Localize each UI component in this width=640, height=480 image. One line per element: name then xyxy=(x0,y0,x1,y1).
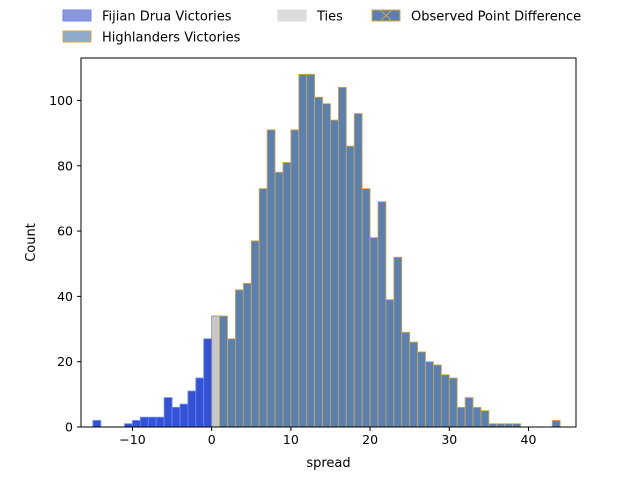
fijian-bar xyxy=(132,420,141,428)
highlanders-bar xyxy=(298,73,308,428)
highlanders-bar xyxy=(330,119,339,428)
legend-item-ties: Ties xyxy=(277,9,343,25)
x-tick-label: −10 xyxy=(119,432,145,447)
highlanders-bar xyxy=(337,86,347,428)
x-axis-label: spread xyxy=(306,456,350,471)
highlanders-bar xyxy=(274,171,284,428)
highlanders-bar xyxy=(314,96,323,428)
fijian-bar xyxy=(163,397,173,428)
highlanders-bar xyxy=(385,299,395,428)
legend-label-ties: Ties xyxy=(316,10,343,25)
legend-label-highlanders: Highlanders Victories xyxy=(102,31,241,46)
fijian-bar xyxy=(171,407,181,428)
legend: Fijian Drua Victories Ties Observed Point … xyxy=(62,9,581,46)
highlanders-bar xyxy=(448,377,458,428)
plot-frame xyxy=(80,57,577,428)
highlanders-bar xyxy=(377,201,387,428)
highlanders-bar xyxy=(361,188,371,428)
fijian-bar xyxy=(92,420,102,428)
highlanders-bar xyxy=(266,129,276,428)
legend-label-fijian: Fijian Drua Victories xyxy=(102,10,232,25)
legend-marker-cross xyxy=(380,10,392,21)
highlanders-bar xyxy=(235,289,244,428)
highlanders-bar xyxy=(472,407,482,428)
highlanders-bar xyxy=(417,351,426,428)
fijian-bar xyxy=(195,377,205,428)
fijian-bar xyxy=(187,390,197,428)
highlanders-bar xyxy=(401,331,411,428)
legend-item-fijian: Fijian Drua Victories xyxy=(62,9,232,25)
highlanders-bar xyxy=(353,113,363,428)
legend-swatch-highlanders xyxy=(62,30,92,43)
y-axis: 0 20 40 60 80 100 xyxy=(49,93,81,435)
fijian-bar xyxy=(139,416,149,428)
legend-label-observed: Observed Point Difference xyxy=(411,10,581,25)
legend-item-highlanders: Highlanders Victories xyxy=(62,30,241,46)
highlanders-bar xyxy=(425,361,434,428)
y-tick-label: 100 xyxy=(49,93,73,108)
x-tick-label: 0 xyxy=(208,432,216,447)
x-tick-label: 20 xyxy=(362,432,378,447)
highlanders-bar xyxy=(464,397,474,428)
y-tick-label: 40 xyxy=(57,289,73,304)
highlanders-bar xyxy=(480,410,490,428)
highlanders-bar xyxy=(227,338,236,428)
highlanders-bar xyxy=(322,103,331,428)
fijian-bar xyxy=(203,338,213,428)
y-tick-label: 60 xyxy=(57,224,73,239)
legend-item-observed: Observed Point Difference xyxy=(371,9,581,25)
highlanders-bar xyxy=(456,407,466,428)
highlanders-bar xyxy=(306,73,316,428)
y-tick-label: 80 xyxy=(57,158,73,173)
highlanders-bar xyxy=(258,188,268,428)
highlanders-bar xyxy=(433,364,442,428)
highlanders-bar xyxy=(393,256,403,428)
fijian-bar xyxy=(179,403,189,428)
y-axis-label: Count xyxy=(24,223,39,262)
highlanders-bar xyxy=(345,145,355,428)
fijian-bar xyxy=(155,416,165,428)
legend-swatch-fijian xyxy=(62,9,92,22)
highlanders-bar xyxy=(551,420,561,428)
highlanders-bar xyxy=(369,237,379,428)
x-tick-label: 10 xyxy=(283,432,299,447)
highlanders-bar xyxy=(440,374,450,428)
highlanders-bar xyxy=(282,162,292,428)
highlanders-bar xyxy=(250,240,260,428)
y-tick-label: 0 xyxy=(65,420,73,435)
y-tick-label: 20 xyxy=(57,354,73,369)
bars xyxy=(92,73,561,428)
highlanders-bar xyxy=(242,282,252,428)
x-axis: −10 0 10 20 30 40 xyxy=(119,427,536,447)
highlanders-bar xyxy=(219,315,228,428)
legend-swatch-ties xyxy=(277,9,307,22)
x-tick-label: 40 xyxy=(521,432,537,447)
ties-bar xyxy=(211,315,220,428)
x-tick-label: 30 xyxy=(441,432,457,447)
highlanders-bar xyxy=(409,341,418,428)
fijian-bar xyxy=(147,416,157,428)
highlanders-bar xyxy=(290,129,300,428)
